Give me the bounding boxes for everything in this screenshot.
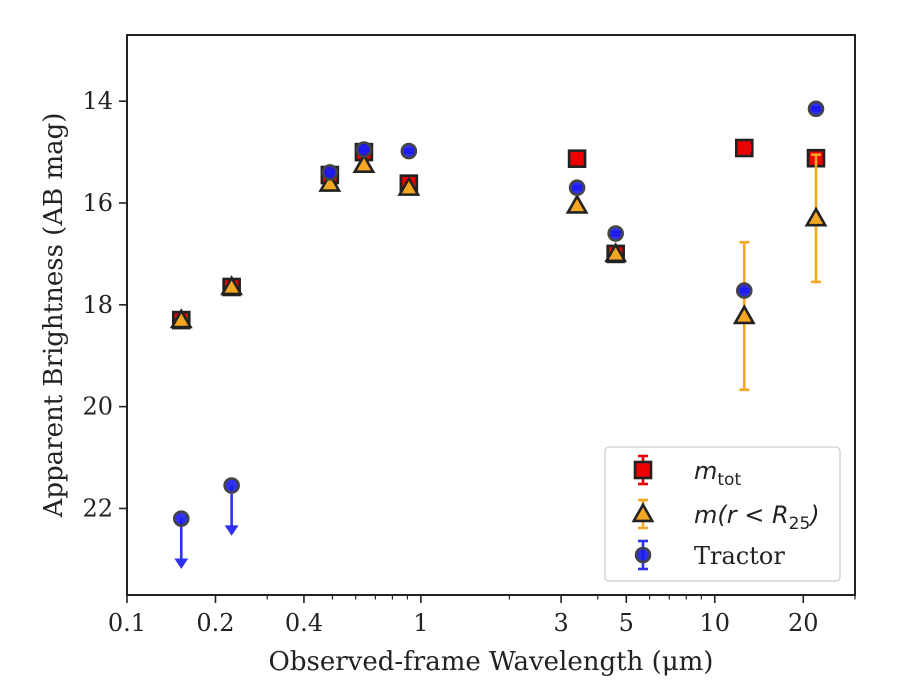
y-axis: 14 16 18 20 22: [82, 87, 127, 522]
data-point: [565, 193, 589, 214]
legend-entry: m(r < R25): [631, 498, 820, 534]
x-tick-label: 10: [700, 609, 731, 637]
upper-limit-arrow-head: [224, 525, 239, 536]
data-point: [804, 206, 828, 227]
y-tick-label: 20: [82, 393, 113, 421]
y-axis-label: Apparent Brightness (AB mag): [39, 113, 69, 519]
data-point: [223, 477, 240, 494]
series-mtot: [171, 138, 826, 330]
upper-limit-arrow-head: [174, 558, 189, 569]
data-point: [732, 304, 756, 325]
data-point: [318, 171, 342, 192]
y-tick-label: 18: [82, 291, 113, 319]
plot-border: [126, 34, 856, 596]
data-point: [220, 275, 244, 296]
y-tick-label: 22: [82, 494, 113, 522]
y-tick-label: 14: [82, 87, 113, 115]
data-point: [567, 149, 587, 169]
series-tractor: [172, 100, 825, 569]
legend-marker: [633, 460, 653, 480]
legend: mtot m(r < R25) Tractor: [604, 446, 841, 582]
data-point: [734, 138, 754, 158]
x-tick-label: 0.1: [108, 609, 146, 637]
x-tick-label: 0.2: [196, 609, 234, 637]
legend-label: m(r < R25): [694, 501, 820, 534]
data-point: [568, 179, 586, 197]
data-point: [807, 100, 825, 118]
data-marks: [169, 100, 828, 569]
data-point: [400, 142, 418, 160]
x-axis: 0.1 0.2 0.4 1 3 5 10 20: [108, 595, 856, 637]
legend-box: [604, 446, 841, 582]
legend-marker: [631, 502, 655, 523]
x-tick-label: 1: [413, 609, 428, 637]
data-point: [355, 141, 373, 158]
legend-label: Tractor: [694, 542, 785, 570]
data-point: [172, 510, 190, 527]
x-tick-label: 5: [619, 609, 634, 637]
data-point: [604, 242, 628, 263]
plot-area: [126, 34, 856, 596]
x-tick-label: 3: [553, 609, 568, 637]
data-point: [735, 282, 753, 299]
x-tick-label: 20: [788, 609, 819, 637]
data-point: [352, 152, 376, 174]
data-point: [169, 308, 193, 329]
data-point: [607, 225, 624, 242]
legend-marker: [634, 546, 652, 564]
y-tick-label: 16: [82, 189, 113, 217]
legend-entry: mtot: [633, 454, 741, 490]
legend-label: mtot: [694, 457, 741, 490]
legend-entry: Tractor: [634, 539, 785, 571]
data-point: [321, 164, 339, 181]
x-tick-label: 0.4: [285, 609, 323, 637]
x-axis-label: Observed-frame Wavelength (μm): [269, 647, 714, 677]
data-point: [397, 175, 421, 196]
series-mr25: [169, 152, 828, 392]
